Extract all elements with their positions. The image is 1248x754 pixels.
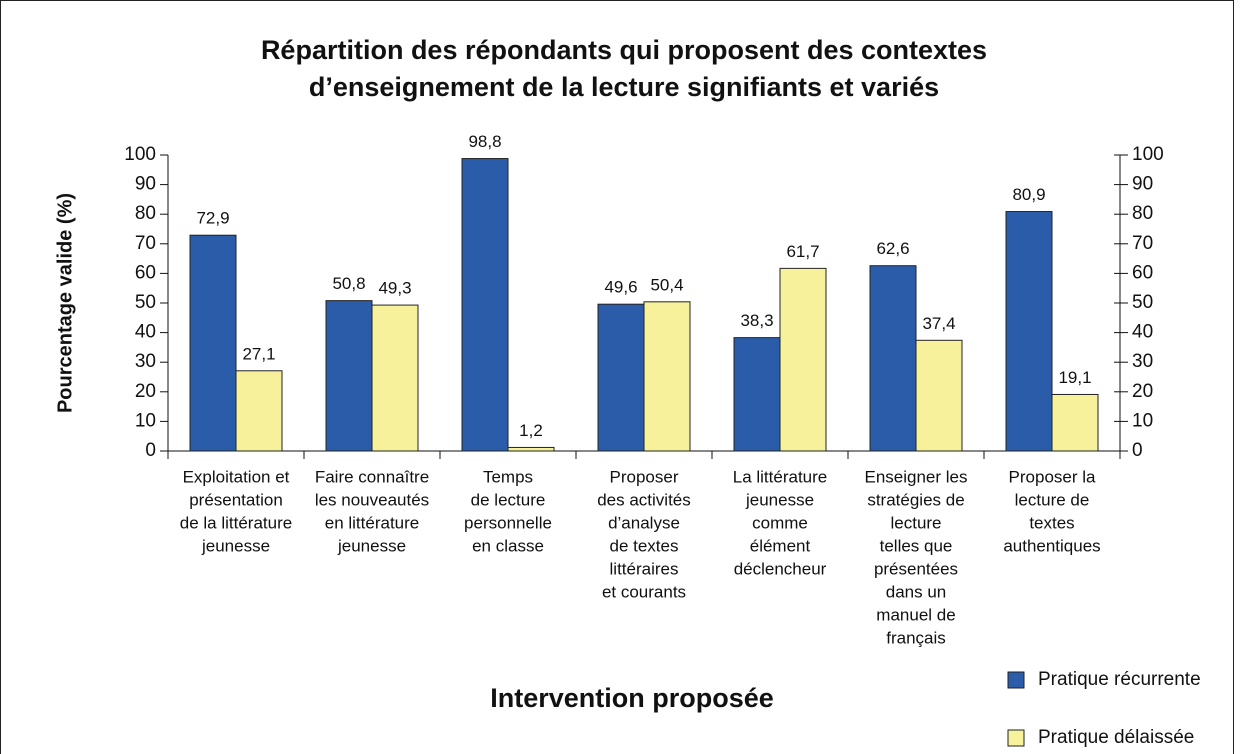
x-tick-label: présentation [189,490,283,509]
x-tick-label: déclencheur [734,559,827,578]
y-tick-label: 60 [135,262,156,283]
x-tick-label: Faire connaître [315,467,429,486]
y2-tick-label: 20 [1132,381,1153,402]
y2-tick-label: 70 [1132,233,1153,254]
x-tick-label: personnelle [464,513,552,532]
y-tick-label: 40 [135,322,156,343]
bar [643,301,691,452]
x-tick-label: La littérature [733,467,828,486]
value-label: 62,6 [876,239,909,258]
x-tick-label: de lecture [471,490,546,509]
x-tick-label: lecture de [1015,490,1090,509]
x-tick-label: jeunesse [337,536,406,555]
x-tick-label: telles que [880,536,953,555]
x-tick-label: de la littérature [180,513,292,532]
value-label: 50,8 [332,274,365,293]
legend-swatch [1007,729,1025,747]
y2-tick-label: 80 [1132,203,1153,224]
y2-tick-label: 30 [1132,351,1153,372]
legend-swatch [1007,671,1025,689]
y2-tick-label: 10 [1132,410,1153,431]
bar [597,303,645,452]
x-tick-label: manuel de [876,605,955,624]
bar [189,234,237,452]
legend-label: Pratique récurrente [1038,669,1201,690]
x-tick-label: élément [750,536,811,555]
y2-tick-label: 0 [1132,440,1143,461]
y2-tick-label: 40 [1132,322,1153,343]
y-tick-label: 0 [145,440,156,461]
value-label: 98,8 [468,132,501,151]
value-label: 37,4 [922,314,955,333]
x-tick-label: dans un [886,582,947,601]
bar [915,339,963,452]
y-tick-label: 80 [135,203,156,224]
bar [1005,211,1053,452]
x-tick-label: Exploitation et [183,467,290,486]
x-tick-label: jeunesse [201,536,270,555]
y-tick-label: 90 [135,174,156,195]
value-label: 49,3 [378,279,411,298]
x-tick-label: présentées [874,559,958,578]
bar [733,337,781,452]
x-tick-label: authentiques [1003,536,1100,555]
x-tick-label: en littérature [325,513,420,532]
y-tick-label: 30 [135,351,156,372]
y2-tick-label: 90 [1132,174,1153,195]
x-axis-label: Intervention proposée [490,683,774,713]
value-label: 61,7 [786,242,819,261]
x-tick-label: littéraires [610,559,679,578]
x-tick-label: français [886,628,946,647]
x-tick-label: Temps [483,467,533,486]
chart-title: d’enseignement de la lecture signifiants… [309,72,939,102]
value-label: 38,3 [740,311,773,330]
value-label: 19,1 [1058,368,1091,387]
value-label: 72,9 [196,209,229,228]
x-tick-label: d’analyse [608,513,680,532]
value-label: 27,1 [242,344,275,363]
x-tick-label: les nouveautés [315,490,429,509]
x-tick-label: stratégies de [867,490,964,509]
bar [371,304,419,452]
bar [779,267,827,452]
x-tick-label: Proposer [610,467,679,486]
y2-tick-label: 60 [1132,262,1153,283]
y-tick-label: 20 [135,381,156,402]
x-tick-label: Proposer la [1009,467,1096,486]
legend-label: Pratique délaissée [1038,727,1194,748]
x-tick-label: jeunesse [745,490,814,509]
x-tick-label: des activités [597,490,691,509]
bar [461,158,509,452]
bar [1051,393,1099,452]
y-tick-label: 50 [135,292,156,313]
y-tick-label: 10 [135,410,156,431]
value-label: 1,2 [519,421,543,440]
x-tick-label: de textes [610,536,679,555]
x-tick-label: Enseigner les [864,467,967,486]
bar [235,370,283,452]
chart-title: Répartition des répondants qui proposent… [261,35,987,65]
y-tick-label: 100 [124,144,156,165]
x-tick-label: comme [752,513,808,532]
bar [325,300,373,452]
x-tick-label: en classe [472,536,544,555]
bar [869,265,917,452]
value-label: 49,6 [604,278,637,297]
value-label: 50,4 [650,275,683,294]
value-label: 80,9 [1012,185,1045,204]
x-tick-label: lecture [890,513,941,532]
y-axis-label: Pourcentage valide (%) [54,193,76,413]
x-tick-label: et courants [602,582,686,601]
x-tick-label: textes [1029,513,1074,532]
y2-tick-label: 100 [1132,144,1164,165]
y-tick-label: 70 [135,233,156,254]
y2-tick-label: 50 [1132,292,1153,313]
bar [507,446,555,452]
